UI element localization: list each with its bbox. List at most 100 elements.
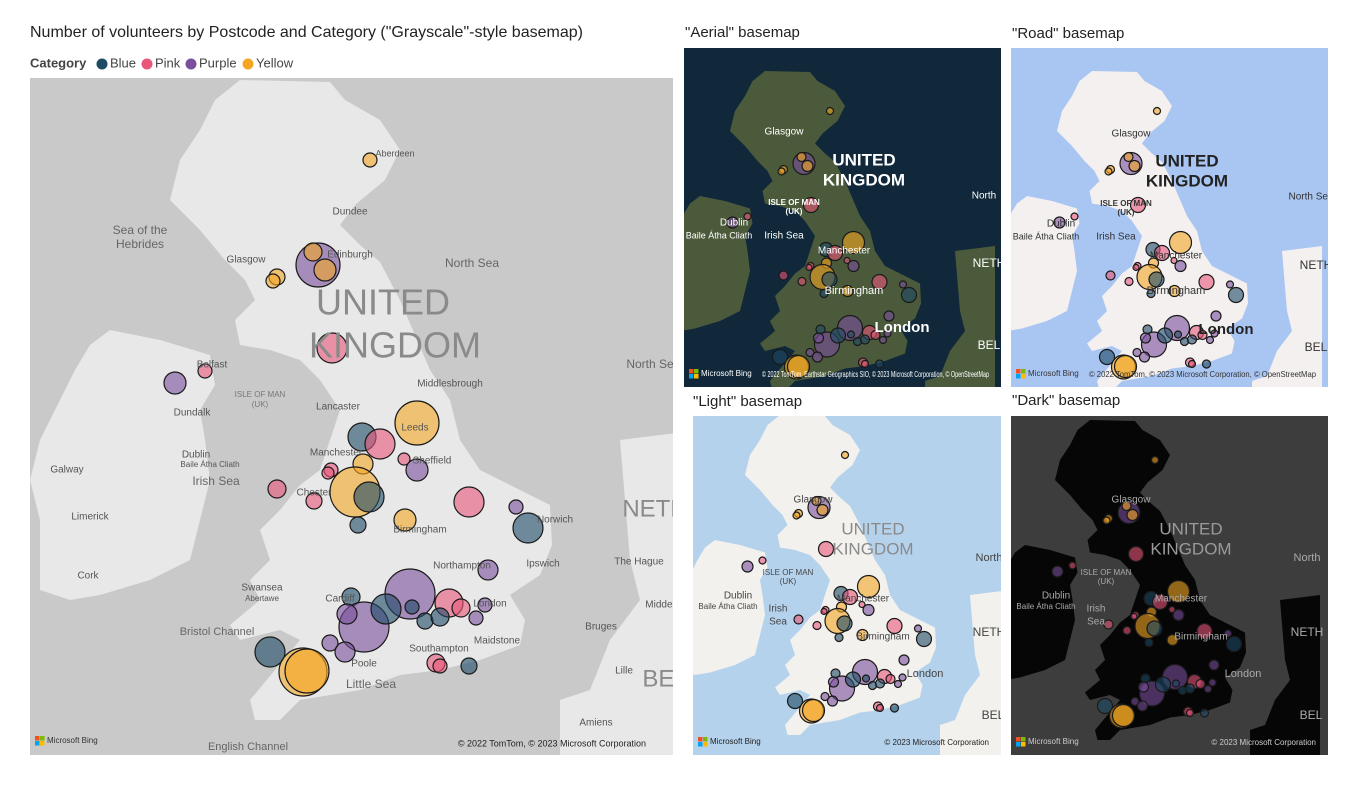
bubble — [1227, 637, 1242, 652]
place-label: Edinburgh — [327, 250, 373, 261]
bubble — [1155, 246, 1170, 261]
place-label: ISLE OF MAN — [763, 568, 814, 577]
place-label: Middel — [645, 600, 674, 611]
bubble — [1227, 281, 1234, 288]
place-label: London — [1225, 668, 1262, 680]
bubble — [322, 635, 338, 651]
bubble — [835, 634, 843, 642]
place-label: Sea of the — [113, 223, 168, 237]
place-label: North Sea — [1288, 192, 1333, 203]
attribution: © 2022 TomTom, Earthstar Geographics SIO… — [762, 370, 989, 379]
bubble — [509, 500, 523, 514]
bubble — [1186, 684, 1195, 693]
bubble — [895, 681, 902, 688]
bubble — [857, 630, 868, 641]
bubble — [1147, 290, 1155, 298]
map-content — [684, 71, 995, 387]
bubble — [813, 352, 823, 362]
bubble — [1209, 679, 1216, 686]
place-label: Southampton — [409, 644, 469, 655]
bubble — [863, 675, 870, 682]
place-label: Dublin — [1042, 591, 1070, 602]
bubble — [831, 328, 846, 343]
bing-logo — [1021, 737, 1026, 742]
bubble — [1203, 360, 1211, 368]
bubble — [778, 168, 785, 175]
attribution: © 2023 Microsoft Corporation — [884, 738, 989, 747]
bubble — [876, 360, 884, 368]
place-label: Birmingham — [1174, 632, 1227, 643]
place-label: Hebrides — [116, 237, 164, 251]
bubble — [1131, 198, 1146, 213]
bing-logo — [703, 742, 708, 747]
place-label: KINGDOM — [1150, 539, 1231, 558]
bubble — [917, 632, 932, 647]
place-label: Dublin — [1047, 219, 1075, 230]
place-label: London — [907, 668, 944, 680]
map-content — [693, 416, 1001, 755]
bing-logo — [1021, 742, 1026, 747]
place-label: KINGDOM — [832, 539, 913, 558]
bubble — [478, 598, 492, 612]
place-label: Manchester — [1155, 594, 1208, 605]
bubble — [1198, 331, 1207, 340]
place-label: Irish Sea — [1096, 232, 1136, 243]
bubble — [1201, 709, 1209, 717]
bubble — [1129, 161, 1140, 172]
place-label: Belfast — [197, 360, 228, 371]
place-label: Northampton — [433, 561, 491, 572]
place-label: Baile Átha Cliath — [1013, 231, 1080, 241]
bubble — [877, 705, 884, 712]
bubble — [812, 497, 821, 506]
place-label: UNITED — [1159, 519, 1222, 538]
place-label: Glasgow — [227, 255, 267, 266]
legend-label: Purple — [199, 55, 237, 70]
place-label: The Hague — [614, 557, 664, 568]
bubble — [1138, 701, 1148, 711]
bubble — [744, 213, 751, 220]
place-label: (UK) — [786, 207, 803, 216]
bing-logo — [35, 736, 40, 741]
bing-logo — [35, 741, 40, 746]
bubble — [788, 356, 810, 378]
bubble — [1069, 562, 1076, 569]
place-label: Glasgow — [794, 495, 834, 506]
bubble — [848, 261, 859, 272]
bubbles — [164, 153, 543, 696]
title: Number of volunteers by Postcode and Cat… — [30, 24, 583, 41]
place-label: BEL — [1300, 708, 1323, 722]
legend-title: Category — [30, 55, 87, 70]
place-label: Manchester — [310, 448, 363, 459]
place-label: BEL — [978, 338, 1001, 352]
bubble — [1125, 278, 1133, 286]
bing-logo — [1021, 374, 1026, 379]
bubble — [452, 599, 470, 617]
place-label: Dundee — [332, 207, 367, 218]
bubble — [1168, 581, 1190, 603]
bubble — [1207, 337, 1214, 344]
attribution: © 2023 Microsoft Corporation — [1211, 738, 1316, 747]
bubble — [1205, 686, 1212, 693]
bubble — [1113, 705, 1135, 727]
bubble — [406, 459, 428, 481]
bubble — [337, 604, 357, 624]
bubble — [886, 675, 895, 684]
panel-title: "Aerial" basemap — [685, 24, 800, 41]
place-label: KINGDOM — [823, 170, 905, 189]
bubble — [1140, 352, 1150, 362]
place-label: Lille — [615, 666, 633, 677]
bubble — [1139, 682, 1149, 692]
bubble — [884, 330, 891, 337]
place-label: Irish — [1087, 604, 1106, 615]
bing-logo — [698, 737, 703, 742]
bubble — [469, 611, 483, 625]
bubble — [880, 337, 887, 344]
bubble — [1106, 271, 1115, 280]
bubble — [794, 615, 803, 624]
bubble — [1124, 153, 1133, 162]
bing-logo — [689, 374, 694, 379]
bubble — [793, 512, 800, 519]
place-label: Birmingham — [1147, 285, 1206, 297]
